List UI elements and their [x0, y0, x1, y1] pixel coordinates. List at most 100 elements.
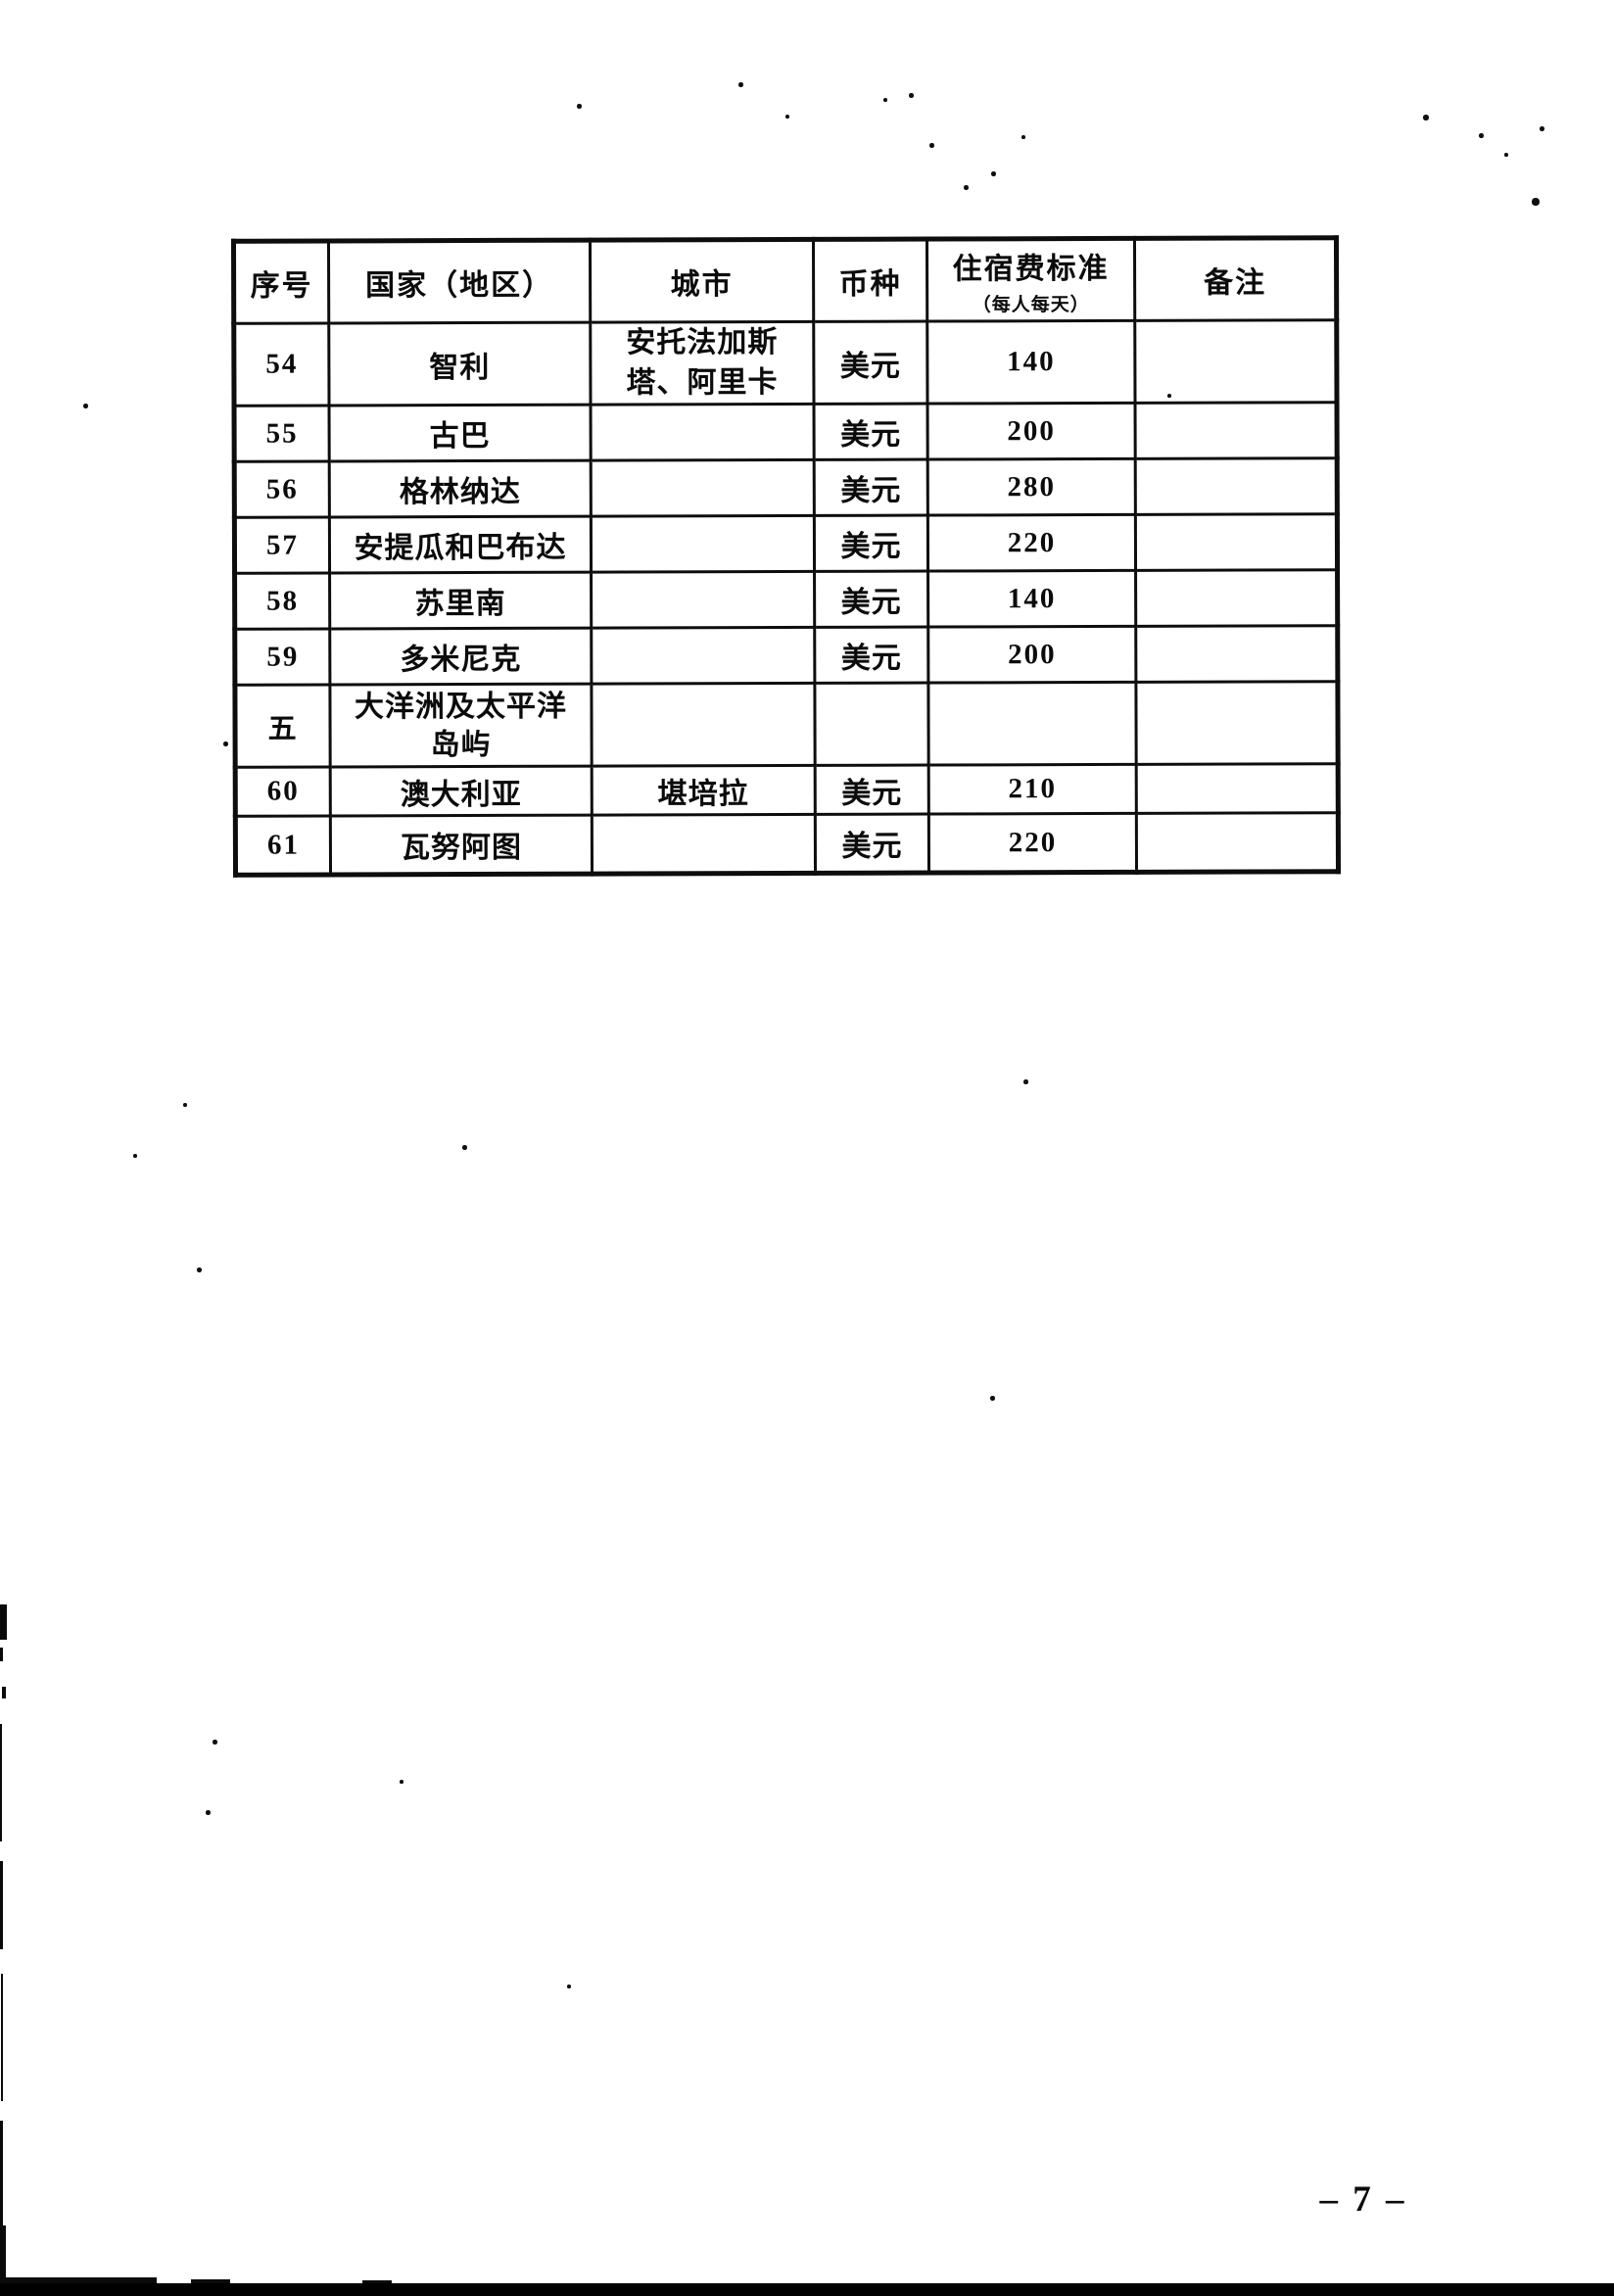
scan-speck — [223, 741, 228, 746]
cell-note — [1135, 457, 1338, 515]
cell-note — [1135, 681, 1339, 765]
cell-fee: 200 — [927, 626, 1136, 684]
scan-edge-mark — [191, 2279, 230, 2284]
cell-no: 58 — [234, 572, 330, 630]
cell-city — [591, 571, 815, 629]
scan-speck — [1023, 1079, 1028, 1084]
cell-city — [591, 459, 815, 517]
cell-note — [1135, 625, 1338, 683]
header-fee-label: 住宿费标准 — [952, 252, 1110, 286]
accommodation-fee-table: 序号 国家（地区） 城市 币种 住宿费标准 （每人每天） 备注 54 智利 安托… — [230, 235, 1342, 878]
cell-no: 61 — [235, 815, 331, 876]
scan-edge-mark — [0, 2277, 157, 2284]
scan-edge-mark — [362, 2280, 392, 2284]
cell-currency: 美元 — [814, 459, 928, 516]
header-no-label: 序号 — [250, 269, 313, 303]
cell-country: 大洋洲及太平洋岛屿 — [329, 684, 593, 767]
table-row: 54 智利 安托法加斯塔、阿里卡 美元 140 — [233, 319, 1338, 407]
cell-city — [591, 515, 815, 573]
cell-country: 安提瓜和巴布达 — [329, 516, 592, 573]
scan-speck — [785, 115, 789, 119]
header-currency: 币种 — [813, 239, 927, 322]
table-row: 56 格林纳达 美元 280 — [234, 457, 1338, 518]
table-row: 55 古巴 美元 200 — [234, 402, 1338, 462]
cell-currency: 美元 — [814, 515, 928, 572]
table-row: 57 安提瓜和巴布达 美元 220 — [234, 513, 1338, 574]
scan-speck — [990, 1396, 995, 1401]
scan-speck — [567, 1985, 571, 1988]
cell-fee: 280 — [927, 458, 1136, 516]
cell-fee: 220 — [927, 514, 1136, 572]
table-header-row: 序号 国家（地区） 城市 币种 住宿费标准 （每人每天） 备注 — [233, 237, 1337, 324]
page-number: – 7 – — [1319, 2179, 1407, 2220]
table-row: 58 苏里南 美元 140 — [234, 569, 1338, 630]
cell-note — [1134, 319, 1338, 404]
cell-no: 54 — [233, 322, 330, 407]
scan-speck — [1423, 115, 1429, 120]
cell-fee: 220 — [928, 813, 1137, 874]
cell-country: 瓦努阿图 — [330, 815, 593, 875]
scan-edge-mark — [0, 1861, 3, 1949]
scan-edge-mark — [0, 1724, 2, 1842]
header-city: 城市 — [590, 239, 814, 323]
scan-edge-mark — [0, 2225, 6, 2284]
scan-edge-mark — [0, 2121, 3, 2228]
header-country: 国家（地区） — [328, 240, 591, 323]
cell-no: 59 — [234, 628, 330, 686]
scan-edge-mark — [2, 1687, 6, 1698]
scan-speck — [1540, 126, 1544, 131]
table-row: 60 澳大利亚 堪培拉 美元 210 — [235, 763, 1339, 817]
header-fee: 住宿费标准 （每人每天） — [926, 238, 1135, 322]
cell-city: 安托法加斯塔、阿里卡 — [590, 321, 815, 406]
cell-currency: 美元 — [814, 627, 928, 684]
cell-country: 澳大利亚 — [330, 766, 593, 816]
scan-speck — [883, 98, 887, 102]
scan-speck — [1167, 394, 1171, 398]
cell-country: 多米尼克 — [329, 628, 592, 685]
cell-currency — [814, 683, 929, 766]
cell-country: 苏里南 — [329, 572, 592, 629]
scan-speck — [964, 185, 969, 190]
scan-speck — [909, 93, 914, 98]
scan-speck — [206, 1810, 211, 1815]
cell-currency: 美元 — [815, 814, 929, 874]
table-section-row: 五 大洋洲及太平洋岛屿 — [234, 681, 1339, 768]
cell-fee: 210 — [928, 764, 1137, 815]
scan-speck — [1479, 133, 1484, 138]
scan-speck — [400, 1780, 404, 1784]
header-country-label: 国家（地区） — [365, 268, 554, 303]
scan-speck — [197, 1268, 202, 1272]
cell-fee: 200 — [927, 403, 1136, 460]
cell-currency: 美元 — [815, 765, 929, 815]
scan-edge-mark — [1, 1974, 3, 2101]
cell-city — [591, 627, 815, 685]
cell-no: 57 — [234, 516, 330, 574]
scan-speck — [183, 1103, 187, 1107]
cell-country: 智利 — [328, 322, 592, 406]
cell-note — [1136, 763, 1339, 814]
cell-note — [1136, 812, 1339, 873]
scan-speck — [133, 1154, 137, 1158]
table-row: 61 瓦努阿图 美元 220 — [235, 812, 1339, 876]
table-row: 59 多米尼克 美元 200 — [234, 625, 1338, 686]
cell-city — [592, 814, 816, 875]
cell-note — [1135, 513, 1338, 571]
cell-currency: 美元 — [814, 404, 928, 460]
cell-country-text: 大洋洲及太平洋岛屿 — [354, 690, 568, 761]
cell-note — [1135, 402, 1338, 459]
cell-city — [591, 683, 816, 767]
cell-city — [591, 404, 815, 461]
header-note-label: 备注 — [1204, 266, 1267, 300]
cell-currency: 美元 — [813, 321, 928, 405]
cell-country: 古巴 — [329, 405, 592, 461]
cell-city-text: 安托法加斯塔、阿里卡 — [626, 326, 779, 400]
cell-no: 60 — [235, 766, 331, 817]
header-no: 序号 — [233, 240, 329, 324]
scan-speck — [1021, 135, 1025, 139]
cell-note — [1135, 569, 1338, 627]
header-fee-sublabel: （每人每天） — [972, 295, 1090, 316]
cell-fee — [927, 682, 1137, 766]
scan-speck — [929, 143, 934, 148]
scan-speck — [577, 104, 582, 109]
